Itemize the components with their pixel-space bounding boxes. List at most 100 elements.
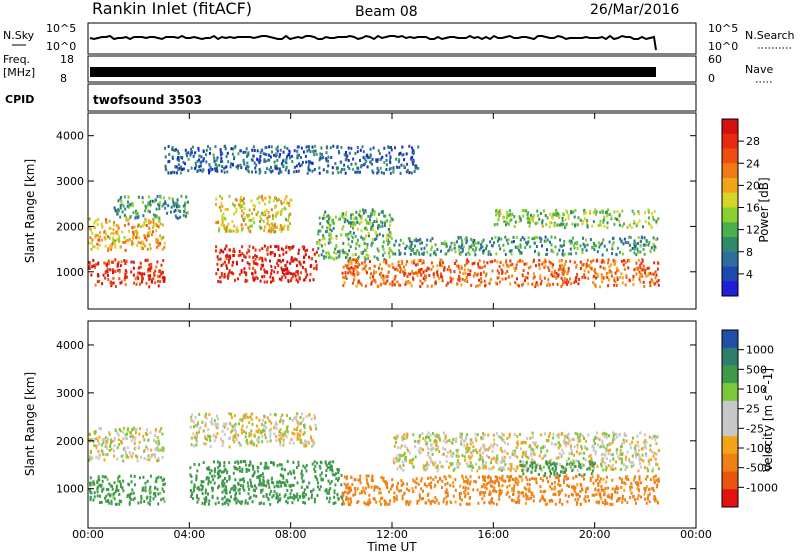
data-cell (378, 212, 381, 216)
data-cell (587, 276, 590, 280)
data-cell (418, 252, 421, 256)
data-cell (445, 242, 448, 246)
data-cell (109, 493, 112, 497)
power-y-label: Slant Range [km] (23, 159, 37, 263)
data-cell (326, 226, 329, 230)
data-cell (397, 459, 400, 463)
data-cell (289, 417, 291, 420)
data-cell (228, 461, 231, 465)
data-cell (267, 211, 270, 214)
data-cell (548, 225, 551, 229)
data-cell (307, 167, 310, 171)
data-cell (248, 487, 251, 491)
data-cell (444, 252, 447, 256)
data-cell (276, 464, 279, 468)
data-cell (639, 462, 642, 465)
data-cell (416, 271, 419, 275)
data-cell (352, 267, 355, 271)
data-cell (440, 272, 443, 276)
data-cell (591, 475, 594, 479)
data-cell (589, 238, 592, 242)
data-cell (122, 430, 125, 434)
data-cell (604, 267, 606, 271)
data-cell (598, 492, 601, 496)
data-cell (393, 436, 396, 440)
data-cell (527, 240, 530, 244)
data-cell (265, 208, 268, 212)
data-cell (642, 280, 645, 284)
data-cell (449, 245, 452, 249)
data-cell (555, 275, 558, 279)
data-cell (412, 162, 415, 166)
data-cell (110, 248, 113, 251)
data-cell (246, 261, 249, 265)
data-cell (326, 466, 329, 470)
data-cell (263, 414, 266, 418)
data-cell (651, 487, 654, 491)
data-cell (286, 155, 289, 159)
data-cell (133, 225, 136, 229)
data-cell (381, 245, 384, 248)
data-cell (301, 493, 304, 497)
data-cell (445, 454, 448, 458)
data-cell (135, 229, 138, 233)
data-cell (216, 262, 219, 266)
data-cell (615, 485, 618, 489)
data-cell (516, 483, 519, 487)
data-cell (157, 284, 160, 288)
data-cell (652, 434, 655, 438)
data-cell (147, 209, 150, 213)
data-cell (642, 264, 645, 268)
data-cell (119, 281, 122, 285)
data-cell (223, 170, 226, 174)
data-cell (345, 256, 347, 259)
data-cell (513, 467, 516, 471)
data-cell (235, 438, 238, 442)
data-cell (239, 204, 242, 208)
data-cell (518, 259, 521, 263)
data-cell (160, 427, 163, 431)
data-cell (432, 251, 435, 255)
data-cell (299, 416, 302, 419)
data-cell (250, 433, 253, 437)
data-cell (607, 452, 610, 456)
data-cell (124, 433, 127, 437)
data-cell (497, 236, 500, 240)
data-cell (458, 245, 461, 249)
data-cell (512, 449, 515, 453)
data-cell (473, 243, 476, 247)
data-cell (426, 493, 429, 497)
data-cell (573, 215, 576, 219)
data-cell (249, 478, 252, 482)
data-cell (346, 234, 349, 238)
data-cell (322, 249, 325, 253)
data-cell (264, 421, 267, 424)
data-cell (91, 265, 94, 269)
data-cell (115, 488, 118, 492)
data-cell (233, 155, 236, 159)
data-cell (570, 493, 573, 497)
data-cell (420, 262, 423, 265)
freq-units-label: [MHz] (3, 66, 35, 79)
data-cell (517, 245, 519, 249)
data-cell (287, 219, 290, 223)
data-cell (119, 245, 122, 249)
data-cell (406, 433, 409, 437)
data-cell (547, 480, 549, 484)
data-cell (606, 221, 609, 225)
data-cell (350, 272, 353, 276)
data-cell (644, 211, 647, 215)
data-cell (569, 259, 572, 263)
data-cell (195, 431, 198, 435)
data-cell (504, 253, 507, 256)
data-cell (308, 481, 311, 485)
data-cell (92, 440, 95, 444)
data-cell (532, 494, 535, 498)
data-cell (117, 226, 120, 230)
data-cell (107, 492, 110, 496)
data-cell (643, 285, 646, 288)
data-cell (190, 166, 193, 170)
data-cell (463, 490, 466, 494)
data-cell (429, 476, 432, 480)
data-cell (147, 267, 150, 271)
